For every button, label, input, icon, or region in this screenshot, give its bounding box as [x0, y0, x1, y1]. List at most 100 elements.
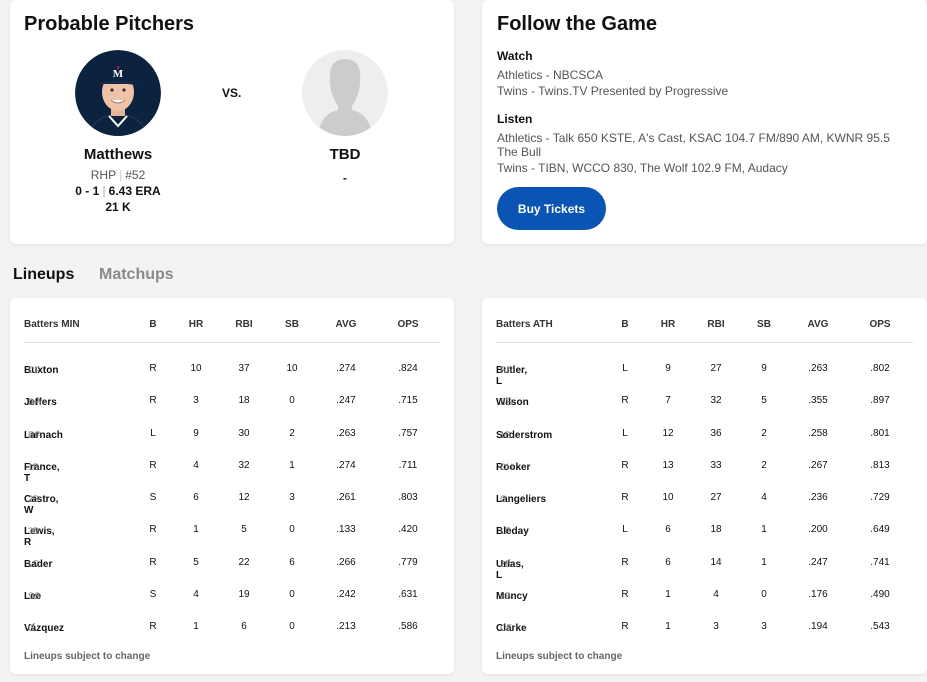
table-row[interactable]: Langeliers C R 10 27 4 .236 .729	[496, 490, 913, 508]
hr-cell: 4	[193, 459, 199, 471]
player-name[interactable]: Muncy	[496, 590, 528, 602]
player-name[interactable]: Clarke	[496, 623, 527, 634]
player-name[interactable]: Buxton	[24, 365, 59, 376]
player-name[interactable]: Bader	[24, 558, 53, 570]
ops-cell: .490	[870, 588, 890, 600]
table-row[interactable]: Bleday LF L 6 18 1 .200 .649	[496, 522, 913, 540]
player-name[interactable]: Vázquez	[24, 623, 65, 634]
table-row[interactable]: Muncy 3B R 1 4 0 .176 .490	[496, 587, 913, 605]
player-name[interactable]: Rooker	[496, 461, 531, 473]
sb-cell: 1	[761, 524, 767, 536]
bats-cell: R	[621, 588, 629, 600]
avg-cell: .247	[808, 556, 828, 568]
ops-cell: .741	[870, 556, 890, 568]
table-row[interactable]: Soderstrom 1B L 12 36 2 .258 .801	[496, 426, 913, 444]
sb-cell: 5	[761, 395, 767, 407]
player-name[interactable]: Larnach	[24, 429, 63, 441]
table-row[interactable]: Clarke CF R 1 3 3 .194 .543	[496, 619, 913, 637]
ops-cell: .779	[398, 556, 418, 568]
player-name[interactable]: Lewis, R	[24, 526, 55, 549]
table-row[interactable]: Jeffers DH R 3 18 0 .247 .715	[24, 393, 440, 411]
rbi-cell: 32	[710, 395, 722, 407]
col-header: RBI	[235, 319, 253, 330]
tab-lineups[interactable]: Lineups	[13, 266, 75, 283]
sb-cell: 9	[761, 363, 767, 374]
ops-cell: .802	[870, 363, 890, 374]
rbi-cell: 32	[238, 459, 250, 471]
hr-cell: 10	[662, 492, 674, 503]
player-name[interactable]: Jeffers	[24, 397, 57, 409]
pitcher-name[interactable]: Matthews	[83, 146, 153, 163]
ops-cell: .586	[398, 621, 418, 632]
avg-cell: .242	[336, 588, 356, 600]
pitcher-home[interactable]: M Matthews RHP | #52 0 - 1 | 6.43 ERA 21 K	[43, 50, 193, 214]
listen-line: Twins - TIBN, WCCO 830, The Wolf 102.9 F…	[497, 161, 788, 175]
lineup-title: Batters MIN	[24, 319, 80, 330]
table-row[interactable]: Vázquez C R 1 6 0 .213 .586	[24, 619, 440, 637]
sb-cell: 1	[289, 459, 295, 471]
table-row[interactable]: Rooker DH R 13 33 2 .267 .813	[496, 458, 913, 476]
player-position: RF	[500, 365, 512, 375]
player-name[interactable]: Langeliers	[496, 494, 547, 505]
table-row[interactable]: Butler, L RF L 9 27 9 .263 .802	[496, 361, 913, 387]
player-name[interactable]: Lee	[24, 590, 42, 602]
tab-matchups[interactable]: Matchups	[99, 266, 174, 283]
player-name[interactable]: Wilson	[496, 397, 529, 409]
table-row[interactable]: Lewis, R 3B R 1 5 0 .133 .420	[24, 522, 440, 548]
player-position: DH	[28, 397, 41, 408]
col-header: HR	[660, 319, 676, 330]
hr-cell: 9	[193, 427, 199, 439]
ops-cell: .543	[870, 621, 890, 632]
sb-cell: 0	[289, 524, 295, 536]
player-name[interactable]: Butler, L	[496, 365, 528, 387]
follow-the-game-title: Follow the Game	[497, 13, 658, 35]
listen-section: Listen Athletics - Talk 650 KSTE, A's Ca…	[497, 112, 912, 177]
player-headshot-icon[interactable]: M	[75, 50, 161, 136]
sb-cell: 3	[289, 492, 295, 503]
bats-cell: L	[622, 524, 628, 536]
buy-tickets-button[interactable]: Buy Tickets	[497, 187, 606, 230]
pitcher-era: 6.43 ERA	[108, 184, 161, 198]
bats-cell: R	[149, 459, 157, 471]
bats-cell: R	[149, 556, 157, 568]
separator: |	[119, 168, 123, 182]
rbi-cell: 5	[241, 524, 247, 536]
player-name[interactable]: Urías, L	[496, 558, 524, 581]
ops-cell: .715	[398, 395, 418, 407]
listen-label: Listen	[497, 112, 533, 126]
rbi-cell: 4	[713, 588, 719, 600]
avg-cell: .258	[808, 427, 828, 439]
lineup-header: Batters ATH B HR RBI SB AVG OPS	[496, 298, 913, 343]
pitcher-record: 0 - 1	[75, 184, 100, 198]
table-row[interactable]: Larnach RF L 9 30 2 .263 .757	[24, 426, 440, 444]
ops-cell: .803	[398, 492, 418, 503]
player-position: 3B	[28, 526, 40, 537]
player-position: SS	[28, 590, 41, 601]
avg-cell: .263	[808, 363, 828, 374]
table-row[interactable]: Buxton CF R 10 37 10 .274 .824	[24, 361, 440, 379]
probable-pitchers-card: Probable Pitchers M	[10, 0, 454, 244]
hr-cell: 6	[665, 556, 671, 568]
player-name[interactable]: Soderstrom	[496, 429, 553, 441]
hr-cell: 9	[665, 363, 671, 374]
col-header: SB	[285, 319, 299, 330]
table-row[interactable]: Urías, L 2B R 6 14 1 .247 .741	[496, 555, 913, 581]
player-name[interactable]: Bleday	[496, 526, 529, 538]
player-position: 2B	[500, 558, 512, 569]
hr-cell: 12	[662, 427, 674, 439]
rbi-cell: 6	[241, 621, 247, 632]
player-name[interactable]: Castro, W	[24, 494, 59, 516]
player-position: C	[500, 494, 507, 504]
table-row[interactable]: Wilson SS R 7 32 5 .355 .897	[496, 393, 913, 411]
table-row[interactable]: Castro, W 2B S 6 12 3 .261 .803	[24, 490, 440, 516]
sb-cell: 4	[761, 492, 767, 503]
sb-cell: 2	[761, 459, 767, 471]
table-row[interactable]: France, T 1B R 4 32 1 .274 .711	[24, 458, 440, 484]
avg-cell: .274	[336, 363, 356, 374]
hr-cell: 10	[190, 363, 202, 374]
bats-cell: L	[150, 427, 156, 439]
table-row[interactable]: Lee SS S 4 19 0.242.631	[24, 587, 440, 605]
player-name[interactable]: France, T	[24, 461, 60, 484]
ops-cell: .711	[398, 459, 418, 471]
table-row[interactable]: Bader LF R 5 22 6 .266 .779	[24, 555, 440, 573]
